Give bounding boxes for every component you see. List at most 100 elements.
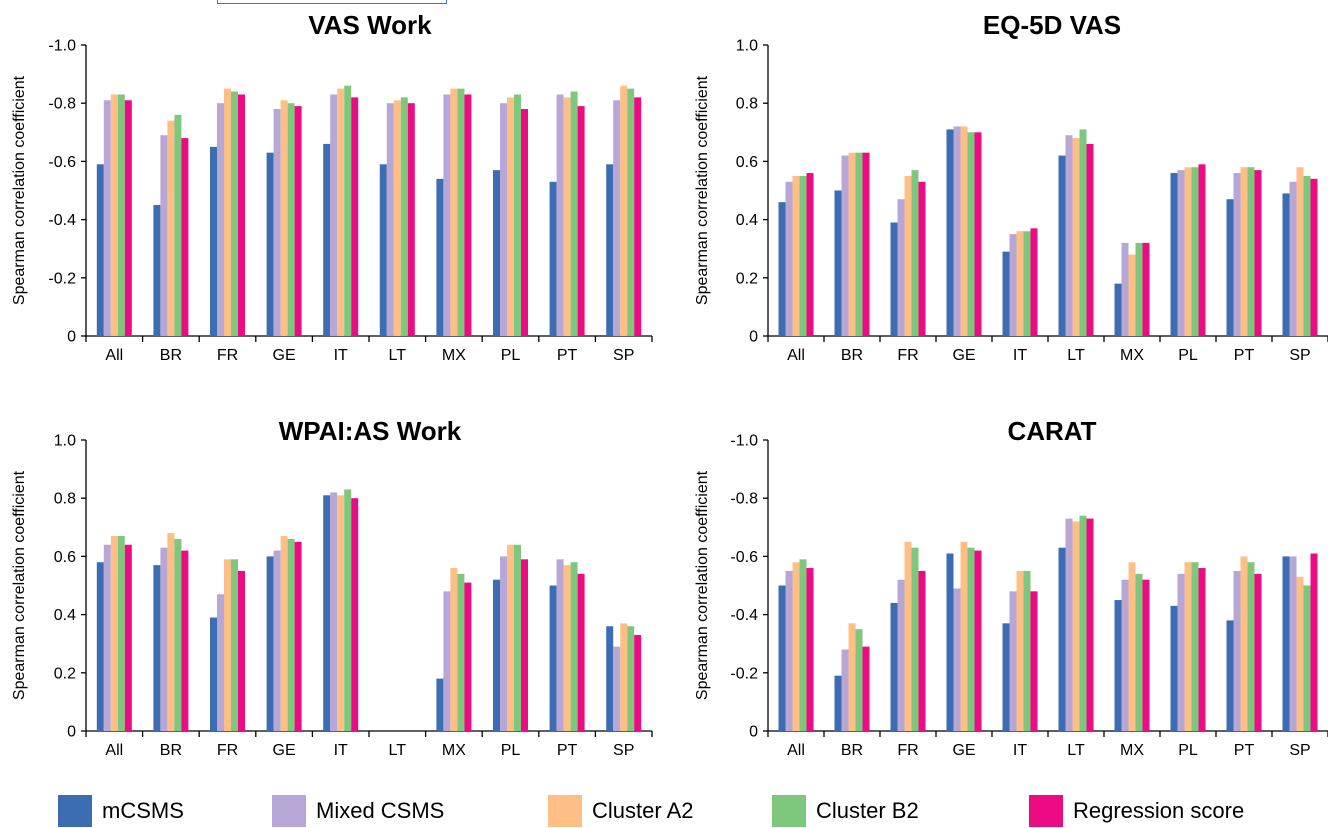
bar-mixed-csms — [330, 94, 338, 336]
x-tick-label: PT — [557, 347, 578, 364]
bar-cluster-a2 — [1128, 562, 1136, 731]
bar-cluster-a2 — [1184, 562, 1192, 731]
y-tick-label: 0 — [67, 724, 76, 741]
bar-mixed-csms — [500, 556, 507, 731]
bar-cluster-a2 — [904, 541, 912, 731]
bar-mixed-csms — [1009, 234, 1017, 336]
bar-regression-score — [521, 109, 528, 337]
y-tick-label: 0 — [749, 329, 758, 346]
bar-mcsms — [1282, 193, 1290, 336]
bar-regression-score — [918, 181, 926, 336]
y-tick-label: 1.0 — [54, 433, 76, 450]
bar-regression-score — [1086, 518, 1094, 731]
bar-cluster-b2 — [627, 88, 635, 337]
bar-mcsms — [1002, 251, 1010, 336]
bar-cluster-a2 — [960, 541, 968, 731]
bar-regression-score — [806, 568, 814, 731]
bar-cluster-b2 — [174, 538, 182, 731]
bar-mixed-csms — [953, 126, 961, 336]
bar-regression-score — [1086, 143, 1094, 336]
bar-regression-score — [124, 100, 132, 336]
bar-mixed-csms — [897, 199, 905, 336]
chart-2: EQ-5D VAS 0 0.2 0.4 0.6 0.8 1.0 Spearman correl… — [694, 10, 1328, 364]
bar-cluster-b2 — [627, 626, 635, 731]
chart-title: CARAT — [1007, 416, 1096, 446]
bar-cluster-b2 — [570, 91, 578, 336]
bar-cluster-a2 — [167, 120, 175, 336]
bar-cluster-a2 — [1296, 167, 1304, 336]
x-tick-label: LT — [1067, 347, 1085, 364]
bar-mcsms — [436, 178, 444, 336]
bar-cluster-a2 — [1128, 254, 1136, 336]
bar-cluster-b2 — [1023, 570, 1031, 731]
bar-cluster-a2 — [110, 536, 118, 731]
x-tick-label: FR — [897, 742, 918, 759]
bar-cluster-b2 — [1135, 573, 1143, 731]
bar-mcsms — [153, 205, 161, 336]
legend-item-cluster-b2: Cluster B2 — [772, 794, 919, 828]
x-tick-label: All — [105, 742, 123, 759]
bar-cluster-b2 — [1191, 562, 1199, 731]
bar-mcsms — [493, 170, 500, 336]
bar-mixed-csms — [1289, 181, 1297, 336]
bar-cluster-b2 — [967, 132, 975, 336]
bar-cluster-b2 — [911, 547, 919, 731]
bar-cluster-a2 — [167, 533, 175, 731]
bar-mixed-csms — [443, 94, 451, 336]
x-tick-label: BR — [160, 347, 182, 364]
y-tick-label: -0.6 — [730, 549, 758, 566]
legend-label-cluster-b2: Cluster B2 — [816, 798, 919, 823]
bar-cluster-b2 — [514, 94, 521, 336]
bar-mixed-csms — [613, 646, 621, 731]
y-tick-label: -1.0 — [48, 38, 76, 55]
chart-title: EQ-5D VAS — [983, 10, 1121, 40]
bar-mcsms — [778, 585, 786, 731]
bar-mixed-csms — [273, 550, 281, 731]
bar-mcsms — [493, 579, 500, 731]
bar-mcsms — [1170, 605, 1178, 731]
bar-mcsms — [778, 202, 786, 336]
bar-cluster-b2 — [911, 170, 919, 336]
y-tick-label: 0.2 — [736, 270, 758, 287]
bar-cluster-b2 — [1079, 515, 1087, 731]
bar-regression-score — [1254, 573, 1262, 731]
bar-cluster-a2 — [563, 565, 571, 731]
bar-cluster-b2 — [231, 559, 238, 731]
bar-cluster-a2 — [563, 97, 571, 336]
bar-mixed-csms — [953, 588, 961, 731]
x-tick-label: FR — [217, 742, 238, 759]
x-tick-label: FR — [897, 347, 918, 364]
bar-cluster-b2 — [117, 94, 125, 336]
bar-mcsms — [266, 152, 274, 336]
bar-regression-score — [918, 570, 926, 731]
x-tick-label: GE — [273, 742, 296, 759]
y-tick-label: -0.6 — [48, 154, 76, 171]
bar-cluster-b2 — [231, 91, 238, 336]
x-tick-label: SP — [1289, 347, 1310, 364]
x-tick-label: PL — [1178, 347, 1198, 364]
top-decoration-line — [217, 0, 447, 4]
bar-cluster-b2 — [799, 559, 807, 731]
bar-cluster-a2 — [280, 100, 288, 336]
y-tick-label: 0.4 — [736, 212, 758, 229]
legend-swatch-cluster-b2 — [772, 795, 806, 827]
y-tick-label: -0.2 — [48, 270, 76, 287]
x-tick-label: IT — [334, 347, 348, 364]
bar-regression-score — [1030, 591, 1038, 731]
x-tick-label: FR — [217, 347, 238, 364]
bar-regression-score — [1198, 164, 1206, 336]
bar-cluster-b2 — [457, 88, 465, 337]
bar-mixed-csms — [443, 591, 451, 731]
bar-regression-score — [464, 94, 472, 336]
legend-item-cluster-a2: Cluster A2 — [548, 794, 694, 828]
y-tick-label: -0.8 — [730, 491, 758, 508]
bar-mcsms — [946, 553, 954, 731]
bar-mixed-csms — [217, 594, 224, 731]
bar-regression-score — [1310, 553, 1318, 731]
bar-regression-score — [351, 97, 359, 336]
bar-cluster-b2 — [1247, 562, 1255, 731]
bar-cluster-b2 — [570, 562, 578, 731]
bar-mcsms — [834, 190, 842, 336]
bar-cluster-b2 — [344, 489, 352, 731]
bar-regression-score — [1254, 170, 1262, 336]
